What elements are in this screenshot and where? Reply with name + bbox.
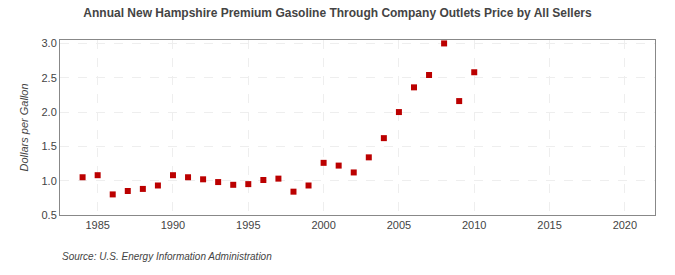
svg-text:1985: 1985 bbox=[85, 219, 109, 231]
svg-text:1995: 1995 bbox=[236, 219, 260, 231]
svg-text:2.5: 2.5 bbox=[42, 72, 57, 84]
svg-text:2015: 2015 bbox=[537, 219, 561, 231]
svg-text:2000: 2000 bbox=[311, 219, 335, 231]
svg-text:1990: 1990 bbox=[161, 219, 185, 231]
svg-text:Dollars per Gallon: Dollars per Gallon bbox=[18, 83, 30, 171]
svg-text:1.0: 1.0 bbox=[42, 175, 57, 187]
svg-text:Source: U.S. Energy Informatio: Source: U.S. Energy Information Administ… bbox=[62, 251, 272, 262]
svg-text:1.5: 1.5 bbox=[42, 140, 57, 152]
svg-text:0.5: 0.5 bbox=[42, 209, 57, 221]
svg-text:2020: 2020 bbox=[613, 219, 637, 231]
svg-text:3.0: 3.0 bbox=[42, 37, 57, 49]
svg-text:Annual New Hampshire Premium G: Annual New Hampshire Premium Gasoline Th… bbox=[83, 6, 592, 20]
svg-text:2010: 2010 bbox=[462, 219, 486, 231]
svg-text:2.0: 2.0 bbox=[42, 106, 57, 118]
svg-text:2005: 2005 bbox=[387, 219, 411, 231]
